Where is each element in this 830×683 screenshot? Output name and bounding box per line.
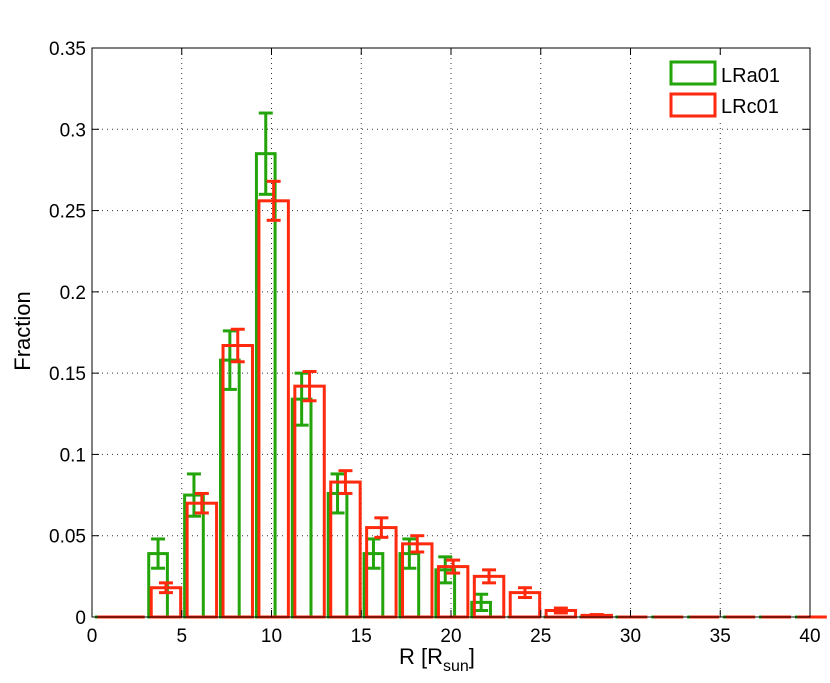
- y-tick-label: 0.25: [49, 202, 86, 223]
- x-tick-label: 10: [261, 626, 282, 647]
- y-tick-label: 0: [75, 608, 86, 629]
- x-tick-label: 30: [620, 626, 641, 647]
- y-tick-label: 0.05: [49, 527, 86, 548]
- bars-layer: [94, 111, 827, 619]
- legend-box: [664, 55, 806, 123]
- x-tick-label: 15: [351, 626, 372, 647]
- x-axis-label-close: ]: [469, 644, 475, 669]
- x-axis-label: R [Rsun]: [399, 644, 475, 675]
- y-tick-label: 0.3: [60, 120, 86, 141]
- x-axis-label-subscript: sun: [443, 658, 469, 675]
- tick-labels: 0 5 10 15 20 25 30 35 40 0 0.05 0.1 0.15 0.2 0.25 0.3 0.…: [49, 39, 821, 647]
- legend: LRa01 LRc01: [664, 55, 806, 123]
- x-tick-label: 20: [440, 626, 461, 647]
- x-tick-label: 5: [176, 626, 187, 647]
- x-tick-label: 40: [799, 626, 820, 647]
- y-axis-label: Fraction: [10, 291, 35, 370]
- x-axis-label-main: R [R: [399, 644, 443, 669]
- axes-frame: [91, 47, 811, 618]
- y-tick-label: 0.1: [60, 445, 86, 466]
- legend-label-lrc01: LRc01: [721, 96, 779, 118]
- y-tick-label: 0.35: [49, 39, 86, 60]
- y-tick-label: 0.15: [49, 364, 86, 385]
- x-tick-label: 35: [710, 626, 731, 647]
- x-tick-label: 0: [87, 626, 98, 647]
- y-tick-label: 0.2: [60, 283, 86, 304]
- x-tick-label: 25: [530, 626, 551, 647]
- legend-label-lra01: LRa01: [721, 65, 780, 87]
- grid-lines: [92, 48, 810, 617]
- legend-swatch-lrc01: [669, 92, 717, 118]
- legend-swatch-lra01: [669, 60, 717, 86]
